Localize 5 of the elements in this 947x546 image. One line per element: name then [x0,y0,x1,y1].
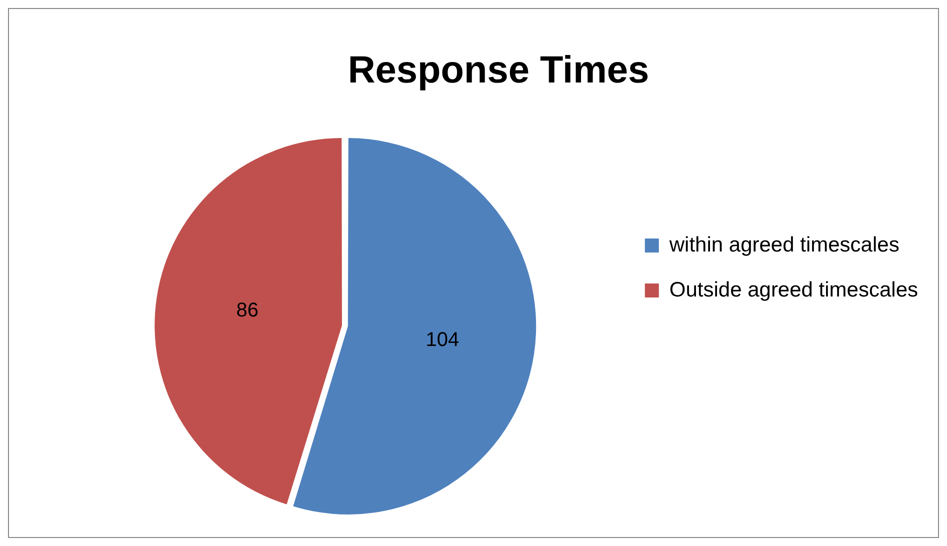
data-label: 86 [236,300,259,322]
legend-label: Outside agreed timescales [669,278,918,302]
legend-label: within agreed timescales [668,233,900,256]
chart-title: Response Times [348,49,650,92]
data-label: 104 [426,328,460,351]
